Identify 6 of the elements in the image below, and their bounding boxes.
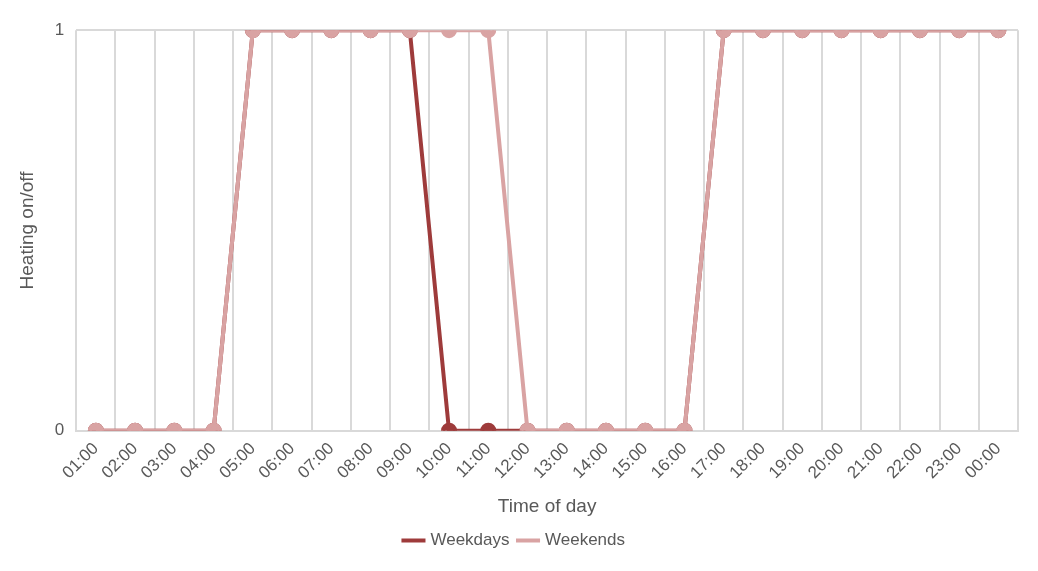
y-axis-title: Heating on/off — [15, 170, 37, 290]
legend-label: Weekends — [545, 530, 626, 550]
y-tick-label: 0 — [54, 420, 65, 440]
x-axis-title: Time of day — [497, 494, 597, 516]
y-tick-label: 1 — [54, 19, 65, 39]
legend-label: Weekdays — [430, 530, 510, 550]
